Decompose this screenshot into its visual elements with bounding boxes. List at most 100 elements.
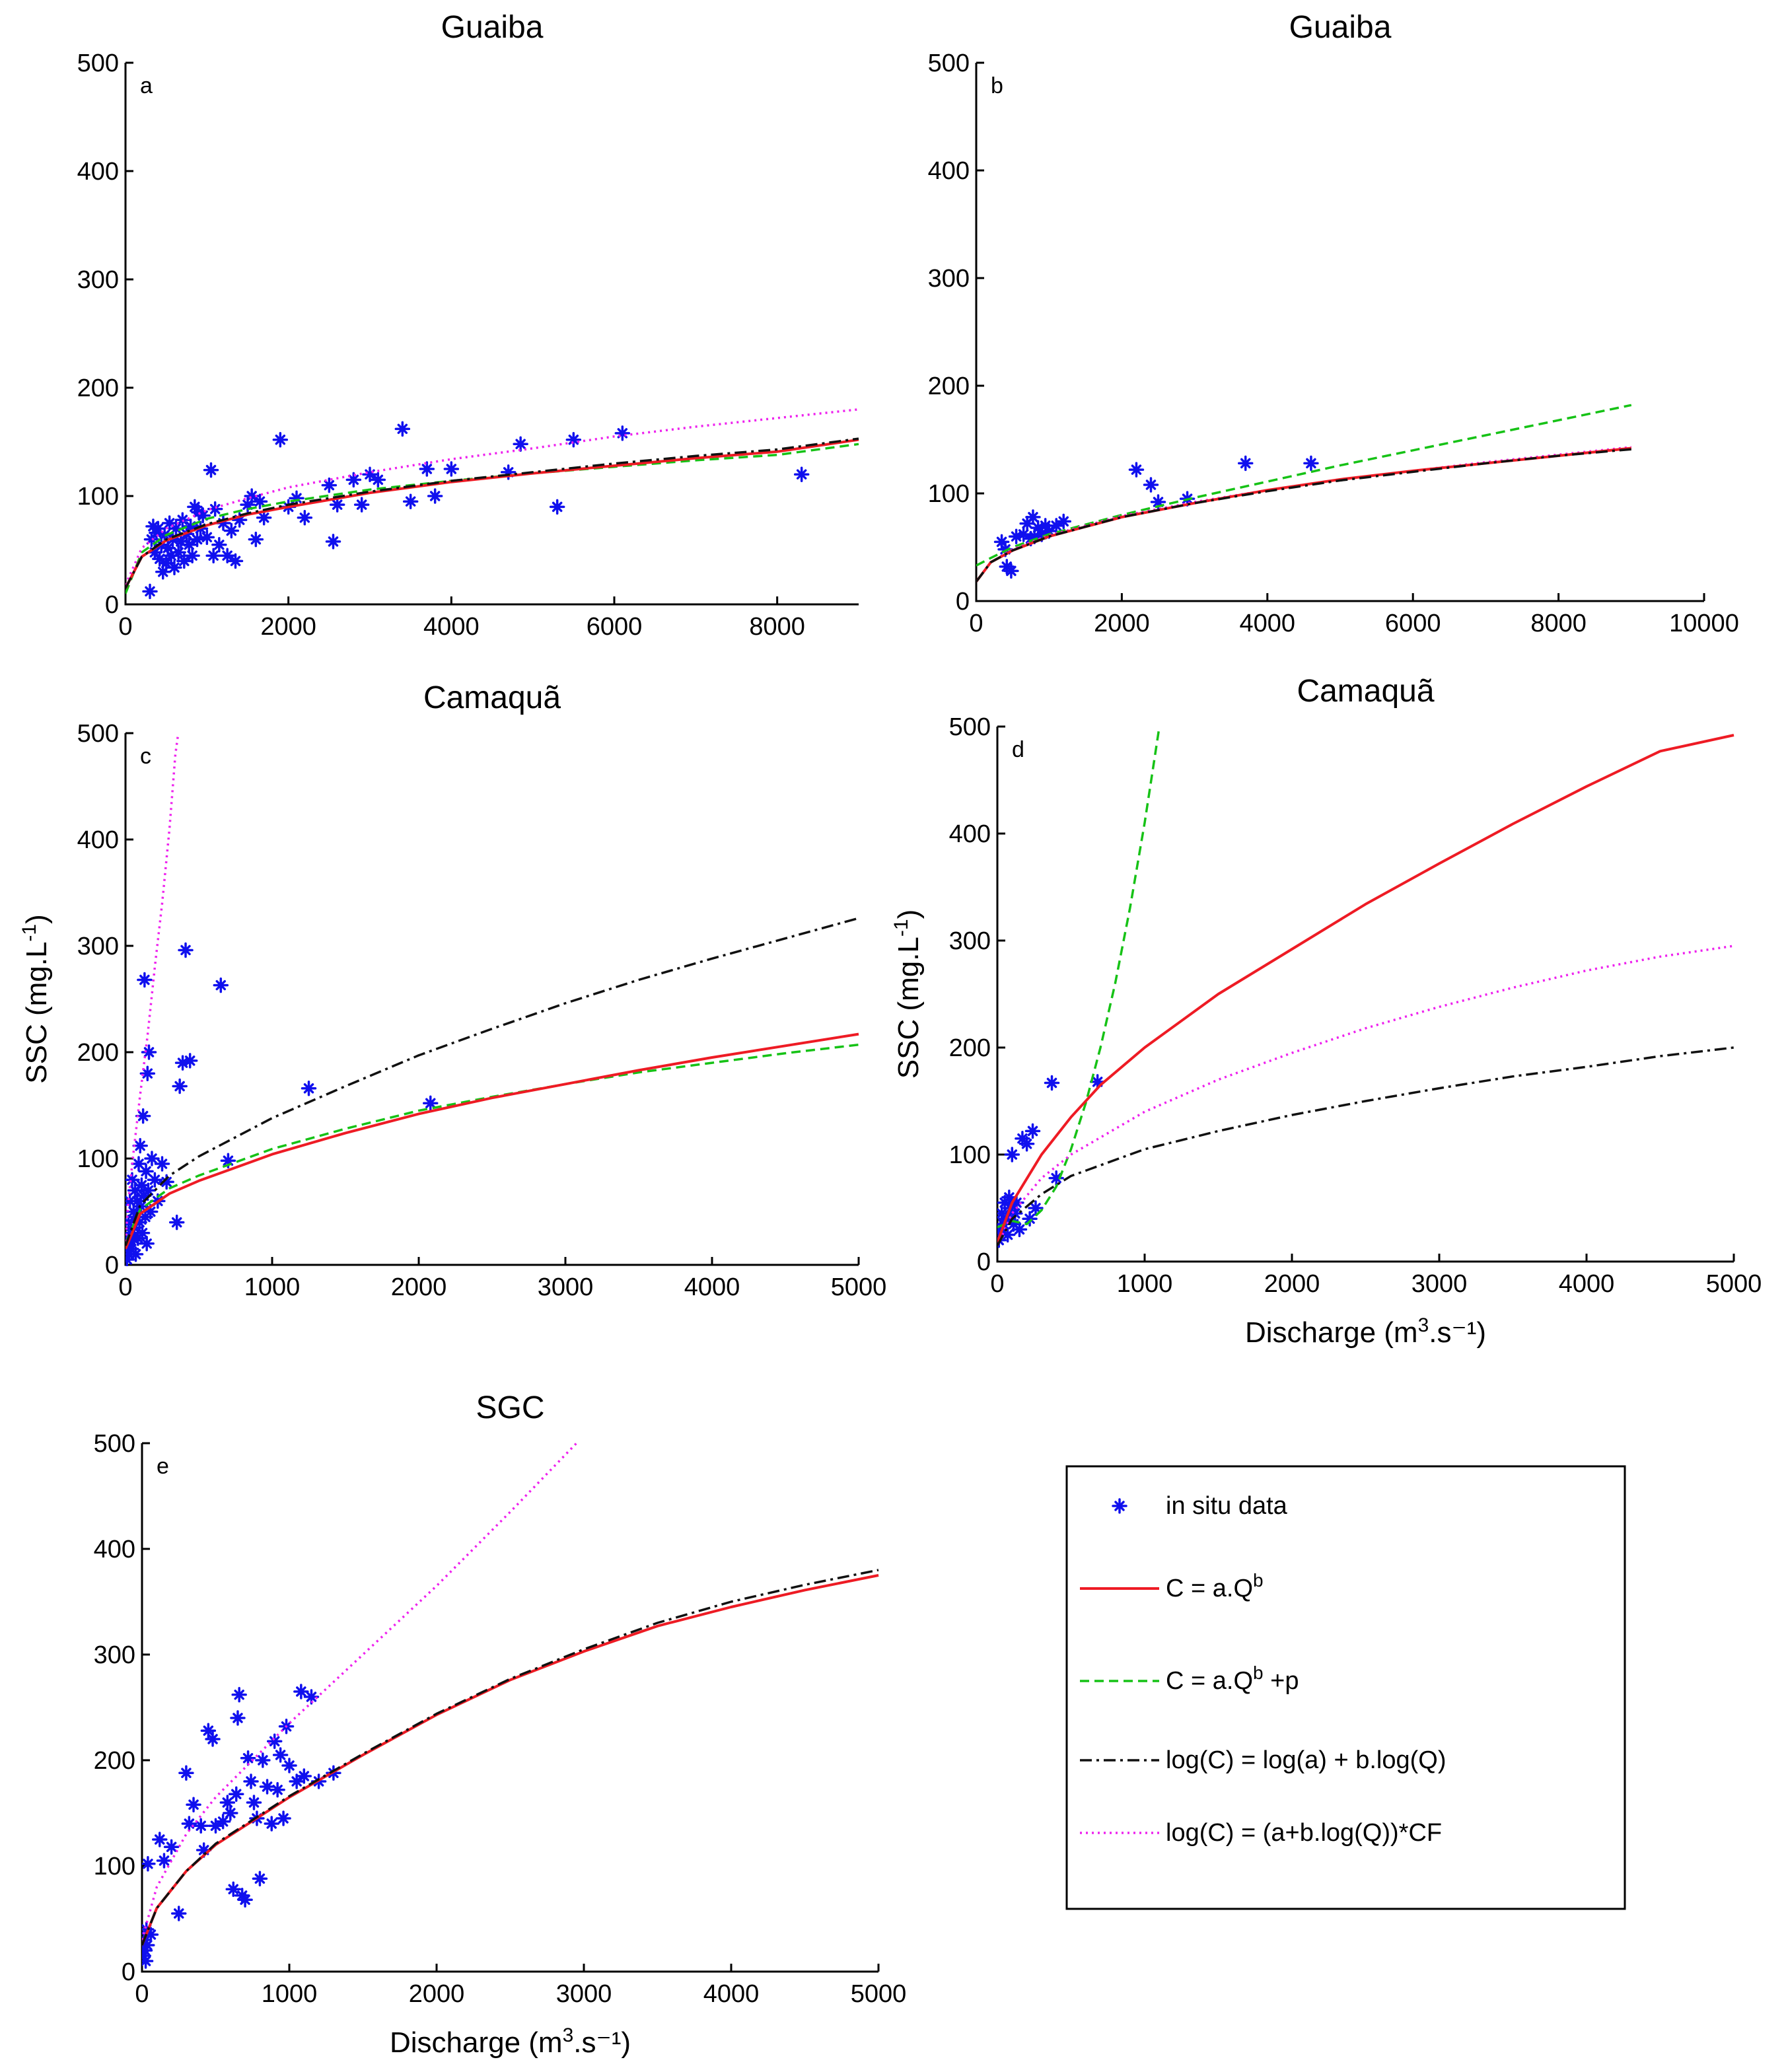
y-tick-label: 200 xyxy=(949,1034,991,1062)
x-tick-label: 4000 xyxy=(703,1980,760,2008)
in-situ-point xyxy=(189,531,205,548)
y-tick-label: 400 xyxy=(928,157,970,185)
x-tick-label: 2000 xyxy=(260,613,316,641)
in-situ-point xyxy=(152,1832,168,1847)
in-situ-point xyxy=(248,531,264,548)
in-situ-point xyxy=(132,1137,148,1154)
y-tick-label: 300 xyxy=(949,927,991,955)
panel-a: 0 100 200 300 400 500 0 2000 4000 6000 8000 Guaiba a xyxy=(77,10,859,641)
x-tick-label: 0 xyxy=(118,1273,132,1301)
in-situ-point xyxy=(1128,462,1145,478)
in-situ-point xyxy=(178,1765,194,1781)
y-tick-label: 400 xyxy=(77,158,119,186)
x-tick-label: 4000 xyxy=(684,1273,740,1301)
in-situ-point xyxy=(394,421,411,437)
in-situ-point xyxy=(142,1921,155,1937)
in-situ-point xyxy=(1025,509,1041,525)
y-tick-label: 500 xyxy=(77,720,119,748)
in-situ-point xyxy=(130,1231,146,1246)
in-situ-point xyxy=(228,1786,244,1802)
y-tick-label: 400 xyxy=(77,826,119,854)
axes-c xyxy=(124,733,859,1266)
in-situ-point xyxy=(325,534,341,550)
panel-title: Guaiba xyxy=(1289,10,1392,45)
legend: in situ data C = a.Qb C = a.Qb +p log(C) = … xyxy=(1065,1465,1626,1910)
in-situ-point xyxy=(125,1203,141,1220)
in-situ-point xyxy=(353,497,370,513)
in-situ-point xyxy=(614,425,631,441)
legend-label: in situ data xyxy=(1166,1492,1288,1520)
series-line-loglog xyxy=(125,917,859,1246)
in-situ-point xyxy=(142,1953,154,1969)
in-situ-point xyxy=(136,1188,152,1204)
x-tick-label: 6000 xyxy=(1385,610,1441,637)
legend-label: C = a.Qb +p xyxy=(1166,1662,1299,1696)
y-tick-label: 100 xyxy=(77,483,119,511)
series-line-loglog xyxy=(976,448,1631,583)
in-situ-point xyxy=(1003,563,1019,579)
series-line-loglog-cf xyxy=(125,732,180,1242)
panel-title: Guaiba xyxy=(441,10,544,45)
in-situ-point xyxy=(173,534,189,550)
in-situ-point xyxy=(127,1246,144,1262)
in-situ-point xyxy=(207,501,223,517)
in-situ-point xyxy=(156,1853,172,1869)
x-tick-label: 3000 xyxy=(1411,1270,1468,1298)
in-situ-point xyxy=(549,499,565,515)
x-tick-label: 8000 xyxy=(749,613,805,641)
in-situ-point xyxy=(125,1241,139,1257)
in-situ-point xyxy=(1048,1170,1064,1186)
in-situ-point xyxy=(200,1723,217,1738)
x-tick-label: 0 xyxy=(135,1980,149,2008)
y-axis-title: SSC (mg.L-1) xyxy=(18,914,54,1084)
in-situ-point xyxy=(230,1710,246,1726)
x-tick-label: 1000 xyxy=(1117,1270,1173,1298)
x-tick-label: 1000 xyxy=(262,1980,318,2008)
in-situ-point xyxy=(1024,1123,1041,1139)
in-situ-point xyxy=(161,515,178,531)
in-situ-point xyxy=(269,1782,285,1798)
y-tick-label: 200 xyxy=(77,1039,119,1067)
in-situ-point xyxy=(1112,1498,1127,1514)
in-situ-point xyxy=(186,1797,201,1812)
y-tick-label: 0 xyxy=(105,591,119,619)
y-tick-label: 0 xyxy=(105,1252,119,1279)
series-line-power-offset xyxy=(976,404,1632,567)
in-situ-point xyxy=(137,972,153,988)
in-situ-point xyxy=(1303,455,1319,472)
in-situ-point xyxy=(199,529,215,546)
in-situ-point xyxy=(227,553,244,569)
in-situ-point xyxy=(225,1881,242,1897)
in-situ-point xyxy=(1001,1190,1017,1205)
in-situ-point xyxy=(129,1193,145,1209)
panel-title: Camaquã xyxy=(1297,674,1434,709)
x-tick-label: 0 xyxy=(118,613,132,641)
series-line-loglog xyxy=(997,1046,1734,1246)
in-situ-point xyxy=(1048,518,1064,534)
x-tick-label: 3000 xyxy=(538,1273,594,1301)
in-situ-point xyxy=(140,1182,157,1199)
in-situ-point xyxy=(174,512,191,528)
series-line-loglog-cf xyxy=(125,408,859,586)
in-situ-point xyxy=(125,1172,140,1188)
in-situ-point xyxy=(1009,1195,1024,1211)
in-situ-point xyxy=(193,1818,209,1834)
y-tick-label: 400 xyxy=(949,820,991,848)
in-situ-point xyxy=(196,1842,212,1858)
in-situ-point xyxy=(205,548,221,563)
in-situ-point xyxy=(142,1948,151,1964)
x-tick-label: 2000 xyxy=(1094,610,1150,637)
x-tick-label: 3000 xyxy=(556,1980,612,2008)
in-situ-point xyxy=(223,522,240,539)
in-situ-point xyxy=(231,512,248,528)
in-situ-point xyxy=(155,564,171,580)
in-situ-point xyxy=(793,466,810,482)
in-situ-point xyxy=(138,1163,154,1180)
axes-b xyxy=(975,63,1704,602)
in-situ-point xyxy=(362,466,378,482)
in-situ-point xyxy=(187,499,203,515)
in-situ-point xyxy=(166,559,182,575)
in-situ-point xyxy=(997,1221,1009,1238)
series-line-loglog-cf xyxy=(997,945,1734,1246)
in-situ-point xyxy=(182,518,199,534)
